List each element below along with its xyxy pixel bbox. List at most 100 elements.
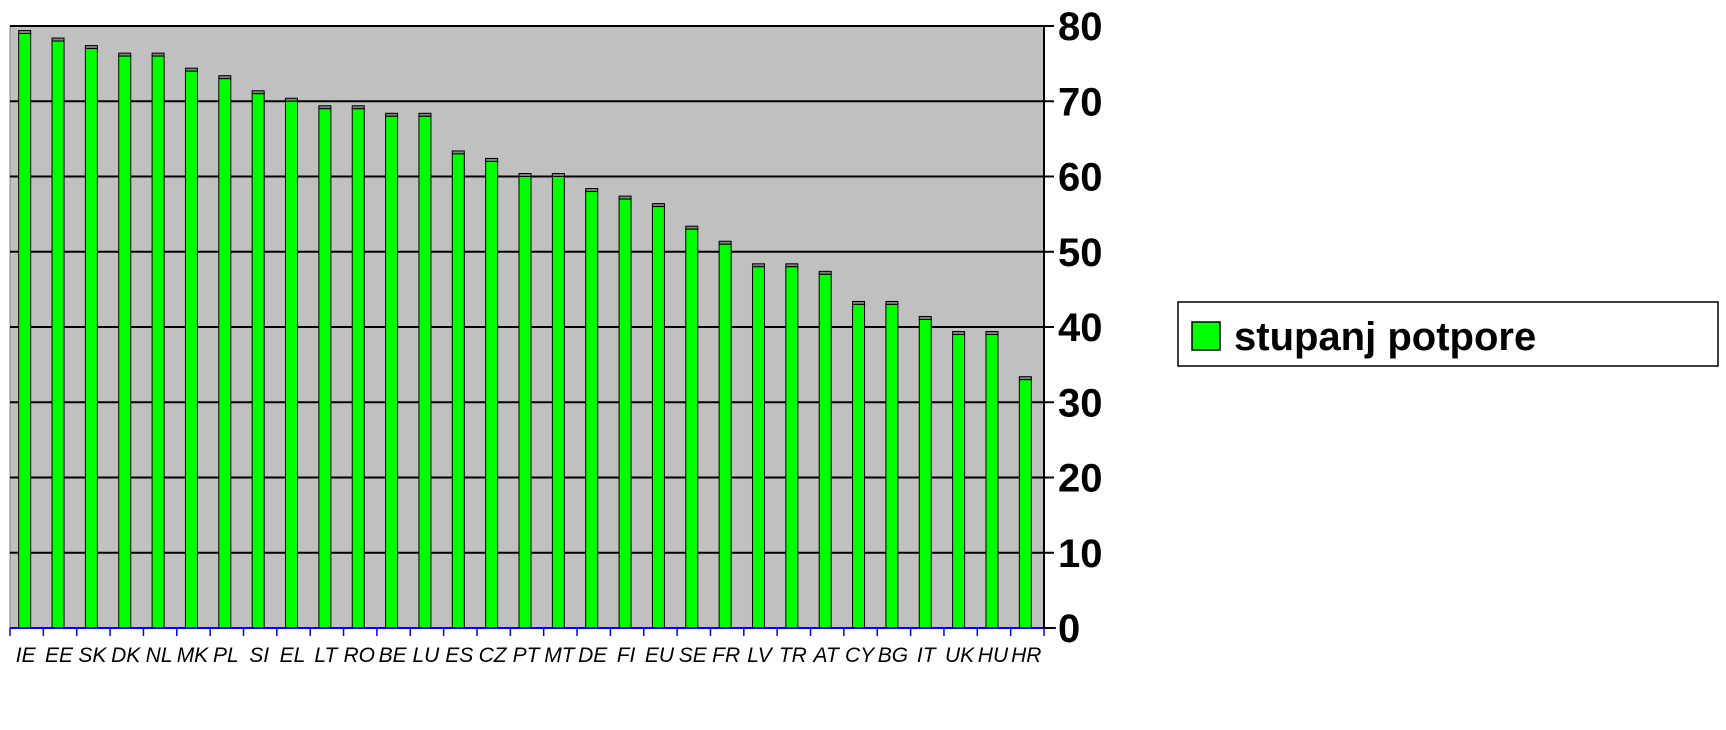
x-tick-label: NL	[146, 644, 173, 667]
bar-eu	[651, 203, 665, 629]
bar-it	[918, 315, 932, 629]
x-tick-label: MK	[177, 644, 209, 667]
x-tick-label: HR	[1011, 644, 1041, 667]
bar	[51, 40, 65, 629]
bar	[685, 228, 699, 629]
bar	[385, 115, 399, 629]
bar	[18, 33, 32, 629]
axes	[9, 25, 1056, 636]
bar-tr	[785, 263, 799, 629]
bar-hu	[985, 331, 999, 629]
bar	[285, 100, 299, 629]
bar-mk	[184, 67, 198, 629]
bar-pl	[218, 75, 232, 629]
bar	[418, 115, 432, 629]
x-tick-label: MT	[544, 644, 576, 667]
bar-ro	[351, 105, 365, 629]
bar-bg	[885, 300, 899, 629]
y-tick-label: 10	[1058, 532, 1103, 576]
bar-ie	[18, 30, 32, 629]
bar	[485, 160, 499, 629]
bar	[818, 273, 832, 629]
x-tick-label: LT	[314, 644, 339, 667]
x-tick-label: HU	[978, 644, 1009, 667]
x-tick-label: TR	[779, 644, 807, 667]
bar	[718, 243, 732, 629]
x-tick-label: RO	[343, 644, 375, 667]
bar-hr	[1018, 376, 1032, 629]
x-tick-label: AT	[812, 644, 841, 667]
x-tick-label: PL	[213, 644, 239, 667]
x-tick-label: CY	[845, 644, 876, 667]
bar-fr	[718, 240, 732, 629]
bar-si	[251, 90, 265, 629]
bar-mt	[551, 173, 565, 629]
bar	[585, 191, 599, 629]
bar	[885, 303, 899, 629]
x-tick-label: IT	[917, 644, 938, 667]
bar-de	[585, 188, 599, 629]
y-tick-label: 40	[1058, 306, 1103, 350]
legend-box	[1177, 301, 1719, 367]
bar	[451, 153, 465, 629]
bar-lu	[418, 112, 432, 629]
bar	[84, 48, 98, 629]
bar	[551, 176, 565, 629]
x-tick-label: LU	[413, 644, 441, 667]
x-tick-label: SK	[78, 644, 107, 667]
y-tick-label: 20	[1058, 457, 1103, 501]
x-tick-label: IE	[16, 644, 37, 667]
x-tick-label: BG	[878, 644, 908, 667]
bar	[184, 70, 198, 629]
x-tick-label: ES	[445, 644, 473, 667]
bar	[751, 266, 765, 629]
bars	[18, 30, 1032, 629]
bar	[952, 334, 966, 629]
bar-at	[818, 270, 832, 629]
bar	[852, 303, 866, 629]
y-tick-label: 30	[1058, 381, 1103, 425]
bar	[351, 108, 365, 629]
y-tick-label: 60	[1058, 156, 1103, 200]
bar-se	[685, 225, 699, 629]
bar-be	[385, 112, 399, 629]
y-tick-label: 50	[1058, 231, 1103, 275]
x-tick-label: FI	[617, 644, 636, 667]
y-tick-label: 80	[1058, 5, 1103, 49]
y-tick-label: 70	[1058, 80, 1103, 124]
bar	[918, 318, 932, 629]
x-tick-label: EL	[280, 644, 306, 667]
x-tick-label: DK	[111, 644, 141, 667]
legend-label: stupanj potpore	[1234, 315, 1536, 359]
bar	[985, 334, 999, 629]
bar-fi	[618, 195, 632, 629]
bar-lv	[751, 263, 765, 629]
bar	[318, 108, 332, 629]
bar	[118, 55, 132, 629]
bar-uk	[952, 331, 966, 629]
bar-es	[451, 150, 465, 629]
bar-ee	[51, 37, 65, 629]
bar	[251, 93, 265, 629]
x-tick-label: BE	[379, 644, 408, 667]
bar-cy	[852, 300, 866, 629]
x-tick-label: DE	[578, 644, 608, 667]
bar-dk	[118, 52, 132, 629]
bar	[651, 206, 665, 629]
x-tick-labels: IE EE SK DK NL MK PL SI EL LT RO BE LU ES CZ PT MT DE FI EU…	[16, 644, 1042, 667]
bar	[1018, 379, 1032, 629]
bar-lt	[318, 105, 332, 629]
bar	[785, 266, 799, 629]
y-tick-labels: 0 10 20 30 40 50 60 70 80	[1058, 5, 1103, 651]
legend: stupanj potpore	[1177, 301, 1719, 367]
x-tick-label: PT	[513, 644, 542, 667]
bar-el	[285, 97, 299, 629]
x-tick-label: EE	[45, 644, 74, 667]
y-tick-label: 0	[1058, 607, 1080, 651]
legend-swatch	[1191, 321, 1221, 351]
bar	[518, 176, 532, 629]
x-tick-label: UK	[945, 644, 975, 667]
bar	[218, 78, 232, 629]
